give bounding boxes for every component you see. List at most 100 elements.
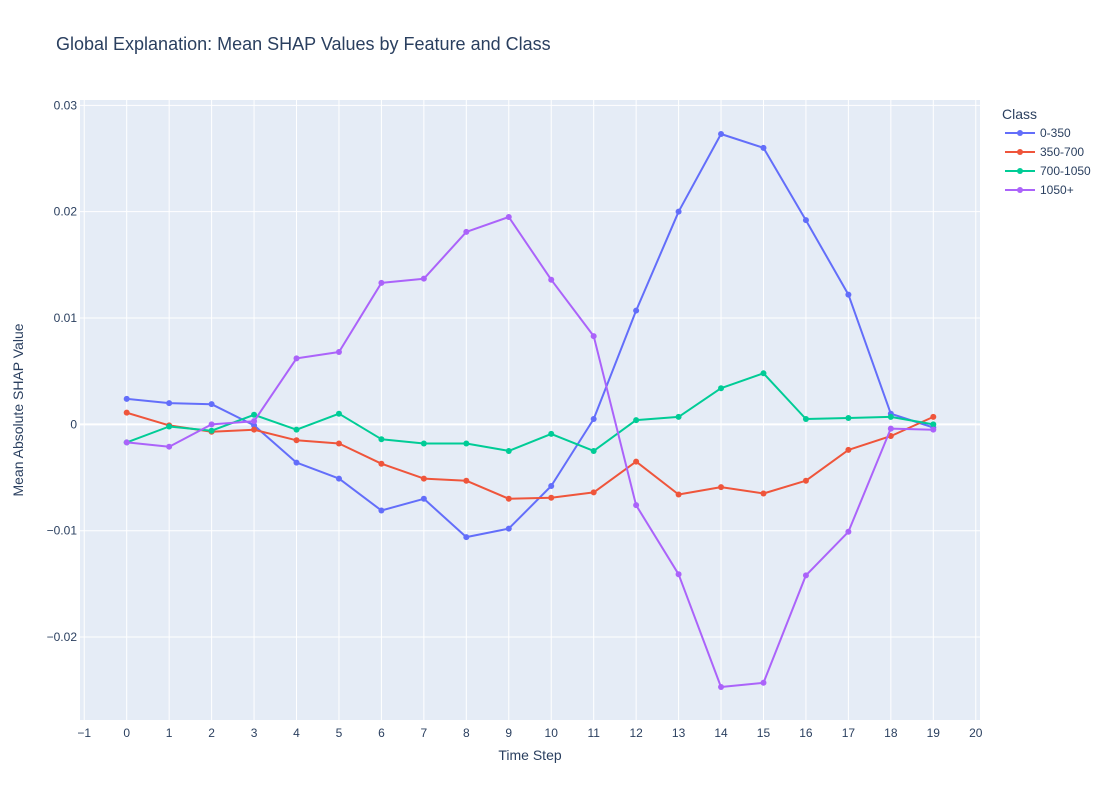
x-tick-label: 12 <box>629 726 643 740</box>
x-tick-label: 14 <box>714 726 728 740</box>
legend-item[interactable]: 0-350 <box>1005 126 1071 140</box>
x-tick-label: 6 <box>378 726 385 740</box>
series-700-1050 <box>123 370 937 454</box>
data-point <box>633 458 640 465</box>
y-tick-label: 0.01 <box>54 311 78 325</box>
data-point <box>335 349 342 356</box>
x-tick-label: 13 <box>672 726 686 740</box>
data-point <box>802 572 809 579</box>
data-point <box>633 307 640 314</box>
data-point <box>590 447 597 454</box>
data-point <box>887 425 894 432</box>
data-point <box>845 414 852 421</box>
legend-swatch-marker <box>1017 130 1023 136</box>
data-point <box>208 401 215 408</box>
y-tick-label: −0.02 <box>47 630 78 644</box>
legend-swatch-marker <box>1017 187 1023 193</box>
x-tick-label: 16 <box>799 726 813 740</box>
legend-label: 1050+ <box>1040 183 1074 197</box>
legend-label: 0-350 <box>1040 126 1071 140</box>
legend-swatch-marker <box>1017 149 1023 155</box>
data-point <box>166 423 173 430</box>
y-tick-label: −0.01 <box>47 524 78 538</box>
data-point <box>378 436 385 443</box>
data-point <box>378 507 385 514</box>
data-point <box>802 416 809 423</box>
y-tick-label: 0 <box>70 417 77 431</box>
legend-item[interactable]: 1050+ <box>1005 183 1074 197</box>
data-point <box>590 333 597 340</box>
data-point <box>420 475 427 482</box>
data-point <box>420 275 427 282</box>
data-point <box>548 494 555 501</box>
legend-swatch-marker <box>1017 168 1023 174</box>
legend-item[interactable]: 700-1050 <box>1005 164 1091 178</box>
data-point <box>548 483 555 490</box>
data-point <box>505 447 512 454</box>
data-point <box>505 213 512 220</box>
series-line <box>126 372 934 452</box>
data-point <box>293 355 300 362</box>
x-tick-label: 2 <box>208 726 215 740</box>
x-tick-label: 5 <box>336 726 343 740</box>
chart-title: Global Explanation: Mean SHAP Values by … <box>56 34 551 54</box>
x-tick-label: 1 <box>166 726 173 740</box>
data-point <box>123 409 130 416</box>
y-axis-ticks: −0.02 −0.01 0 0.01 0.02 0.03 <box>47 98 78 644</box>
data-point <box>378 279 385 286</box>
data-point <box>887 413 894 420</box>
series-line <box>126 216 934 688</box>
data-point <box>718 131 725 138</box>
data-point <box>590 416 597 423</box>
series-1050+ <box>123 213 937 691</box>
data-point <box>335 475 342 482</box>
data-point <box>548 276 555 283</box>
legend-label: 700-1050 <box>1040 164 1091 178</box>
data-point <box>378 460 385 467</box>
legend-label: 350-700 <box>1040 145 1084 159</box>
x-axis-ticks: −1 0 1 2 3 4 5 6 7 8 9 10 11 12 13 14 15 16 17 18 19 20 <box>77 726 982 740</box>
x-tick-label: 11 <box>587 726 600 740</box>
data-point <box>930 421 937 428</box>
x-tick-label: 3 <box>251 726 258 740</box>
data-point <box>845 528 852 535</box>
data-point <box>505 525 512 532</box>
legend-item[interactable]: 350-700 <box>1005 145 1084 159</box>
data-point <box>760 370 767 377</box>
data-point <box>293 426 300 433</box>
x-tick-label: 9 <box>505 726 512 740</box>
data-point <box>463 440 470 447</box>
data-point <box>505 495 512 502</box>
data-point <box>123 395 130 402</box>
series-line <box>126 411 934 500</box>
data-point <box>166 400 173 407</box>
data-point <box>463 477 470 484</box>
data-point <box>251 426 258 433</box>
legend-title: Class <box>1002 106 1037 122</box>
data-point <box>251 422 258 429</box>
data-point <box>718 684 725 691</box>
data-point <box>633 417 640 424</box>
grid <box>80 100 980 720</box>
series-layer <box>123 131 937 691</box>
data-point <box>123 439 130 446</box>
data-point <box>208 427 215 434</box>
x-tick-label: 17 <box>842 726 856 740</box>
data-point <box>718 385 725 392</box>
legend[interactable]: Class 0-350 350-700 700-1050 1050+ <box>1002 106 1091 197</box>
x-tick-label: 19 <box>927 726 941 740</box>
data-point <box>633 502 640 509</box>
plot-area <box>80 100 980 720</box>
x-axis-title: Time Step <box>498 747 561 763</box>
x-tick-label: 18 <box>884 726 898 740</box>
x-tick-label: 15 <box>757 726 771 740</box>
data-point <box>718 484 725 491</box>
data-point <box>760 679 767 686</box>
x-tick-label: 4 <box>293 726 300 740</box>
x-tick-label: −1 <box>77 726 91 740</box>
data-point <box>463 534 470 541</box>
data-point <box>208 421 215 428</box>
data-point <box>675 571 682 578</box>
x-tick-label: 7 <box>421 726 428 740</box>
